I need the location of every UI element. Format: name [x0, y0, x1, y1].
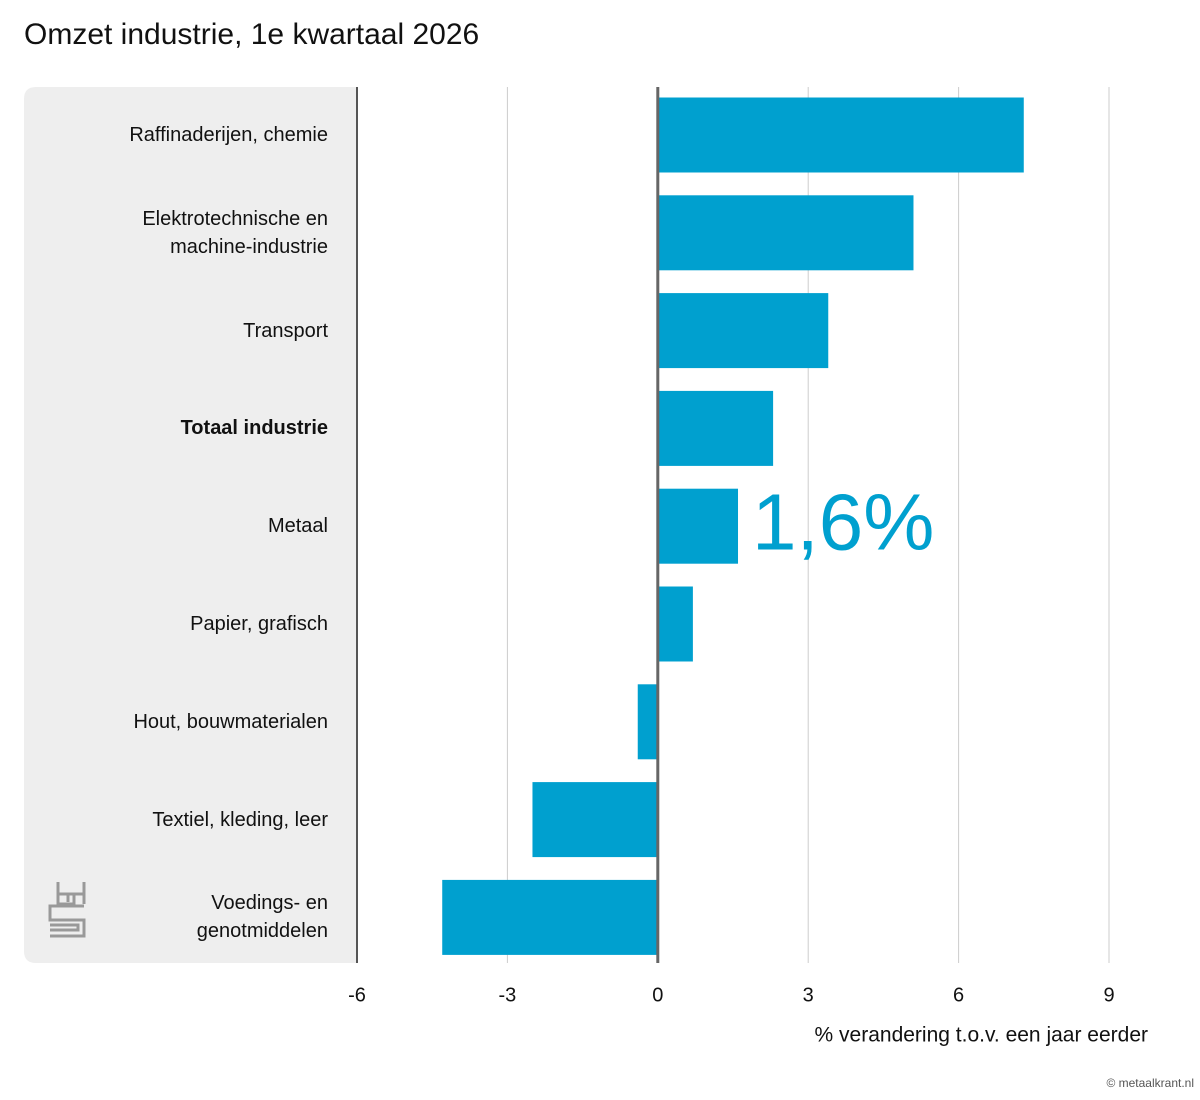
category-label: Totaal industrie [180, 417, 328, 440]
value-label: 1,6% [752, 477, 934, 566]
x-tick-label: -6 [348, 984, 366, 1006]
bar [657, 293, 829, 369]
bar [637, 684, 658, 760]
category-label: Hout, bouwmaterialen [133, 710, 328, 733]
cbs-logo [48, 882, 86, 938]
bar [657, 390, 774, 466]
category-label: Textiel, kleding, leer [152, 808, 328, 831]
bar [532, 782, 658, 858]
x-tick-label: 9 [1103, 984, 1114, 1006]
bar [657, 488, 739, 564]
bar [657, 97, 1024, 173]
x-tick-label: 3 [803, 984, 814, 1006]
bar [657, 195, 914, 271]
bar [442, 879, 658, 955]
category-label: Metaal [267, 515, 328, 538]
x-axis-label: % verandering t.o.v. een jaar eerder [815, 1024, 1148, 1047]
category-label: Transport [243, 319, 328, 342]
source: © metaalkrant.nl [1106, 1076, 1194, 1090]
x-tick-label: 6 [953, 984, 964, 1006]
category-label: Papier, grafisch [190, 613, 328, 635]
x-tick-label: 0 [652, 984, 663, 1006]
bar [657, 586, 693, 662]
category-label: Raffinaderijen, chemie [129, 124, 328, 146]
label-panel [24, 87, 357, 963]
x-tick-label: -3 [499, 984, 517, 1006]
category-label: Elektrotechnische en machine-industrie [142, 207, 328, 258]
category-label: Voedings- en genotmiddelen [196, 892, 328, 943]
chart-title: Omzet industrie, 1e kwartaal 2026 [24, 18, 479, 51]
